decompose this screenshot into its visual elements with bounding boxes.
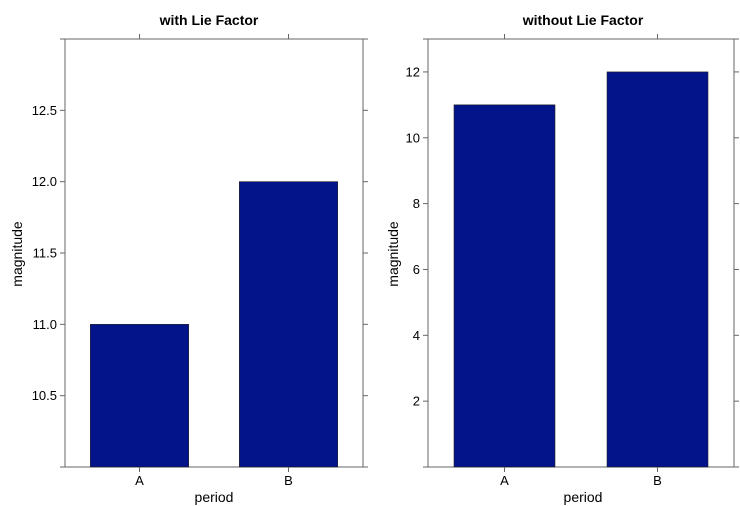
chart-left-y-axis-label: magnitude xyxy=(9,221,25,287)
chart-left-bar-a xyxy=(90,324,188,467)
chart-right-x-tick-label: B xyxy=(653,473,662,488)
chart-right-bar-b xyxy=(607,72,708,467)
chart-right-bar-a xyxy=(454,105,555,467)
chart-left-y-tick-label: 12.5 xyxy=(32,103,57,118)
chart-left-x-tick-label: A xyxy=(135,473,144,488)
chart-right-x-tick-label: A xyxy=(500,473,509,488)
chart-left-y-tick-label: 12.0 xyxy=(32,174,57,189)
chart-right-y-tick-label: 12 xyxy=(406,64,420,79)
chart-right-y-tick-label: 6 xyxy=(413,262,420,277)
chart-right-y-tick-label: 2 xyxy=(413,394,420,409)
chart-left-y-tick-label: 11.5 xyxy=(33,246,57,261)
chart-right-y-axis-label: magnitude xyxy=(385,221,401,287)
chart-left-title: with Lie Factor xyxy=(159,12,259,28)
chart-right-x-axis-label: period xyxy=(564,489,603,505)
chart-left-bar-b xyxy=(239,182,337,467)
chart-left: with Lie Factor magnitude period A B 10.5 1… xyxy=(9,12,368,505)
chart-left-y-tick-label: 10.5 xyxy=(32,388,57,403)
chart-right-plot: A B 2 4 6 8 10 12 xyxy=(406,34,739,488)
chart-left-x-tick-label: B xyxy=(284,473,293,488)
chart-right-y-tick-label: 10 xyxy=(406,130,420,145)
chart-right-title: without Lie Factor xyxy=(522,12,644,28)
chart-right: without Lie Factor magnitude period A B 2 4… xyxy=(385,12,739,505)
chart-left-x-axis-label: period xyxy=(195,489,234,505)
chart-right-y-tick-label: 8 xyxy=(413,196,420,211)
chart-left-y-tick-label: 11.0 xyxy=(33,317,57,332)
chart-right-y-tick-label: 4 xyxy=(413,328,420,343)
chart-left-plot: A B 10.5 11.0 11.5 12.0 12.5 xyxy=(32,34,368,488)
